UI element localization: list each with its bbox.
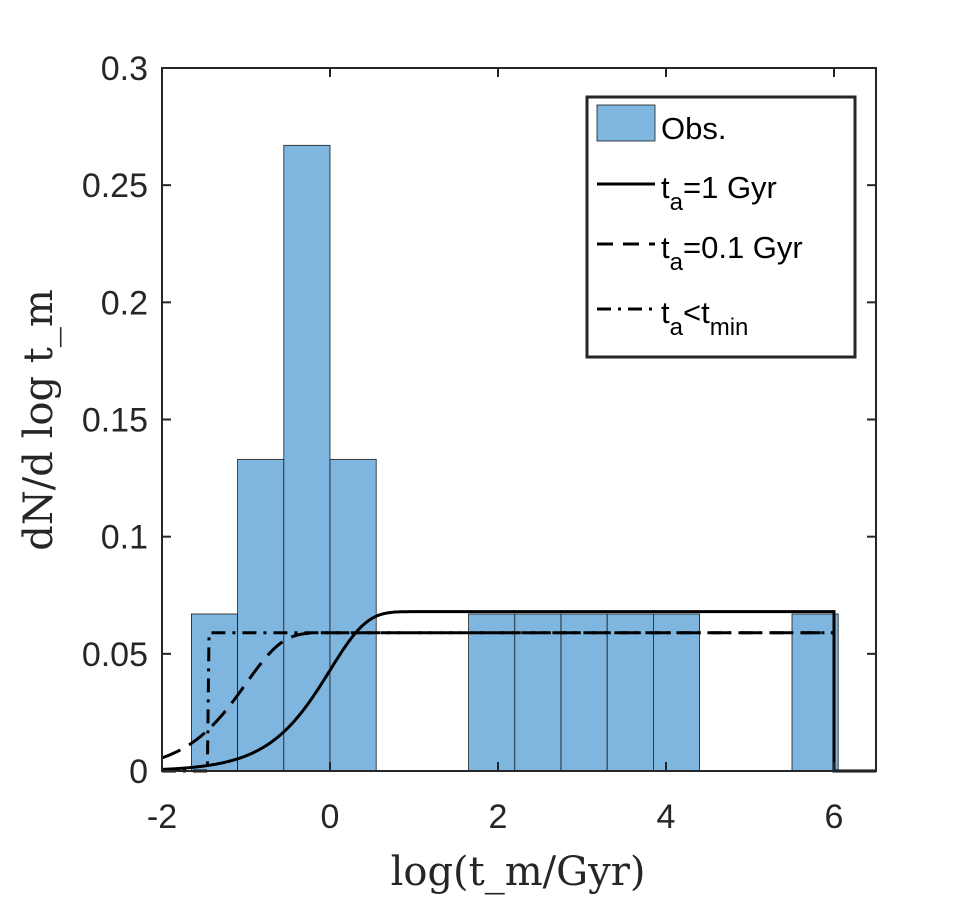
- y-axis-label: dN/d log t_m: [16, 289, 62, 551]
- legend-label: ta<tmin: [661, 295, 748, 341]
- model-curves: [161, 610, 876, 773]
- histogram-bar-3: [283, 144, 331, 772]
- legend-swatch-obs: [596, 104, 656, 142]
- x-axis-label: log(t_m/Gyr): [391, 849, 646, 895]
- histogram-bar-1: [190, 613, 238, 772]
- y-tick-label: 0.2: [101, 284, 148, 322]
- histogram-bar-8: [606, 613, 654, 772]
- histogram-bar-2: [237, 458, 285, 772]
- histogram-bars: [190, 144, 839, 772]
- y-tick-label: 0.05: [82, 636, 148, 674]
- y-tick-label: 0.25: [82, 167, 148, 205]
- axis-ticks: [161, 67, 876, 772]
- y-tick-label: 0.3: [101, 50, 148, 88]
- x-tick-label: -2: [147, 798, 177, 836]
- histogram-bar-4: [329, 458, 377, 772]
- y-tick-labels: 0 0.05 0.1 0.15 0.2 0.25 0.3: [82, 50, 148, 791]
- histogram-bar-10: [791, 613, 839, 772]
- x-tick-label: 2: [489, 798, 508, 836]
- histogram-bar-7: [560, 613, 608, 772]
- x-tick-labels: -2 0 2 4 6: [147, 798, 844, 836]
- legend: Obs. ta=1 Gyr ta=0.1 Gyr ta<tmin: [585, 95, 857, 359]
- legend-label: ta=0.1 Gyr: [661, 230, 803, 276]
- legend-label: Obs.: [661, 111, 726, 146]
- x-tick-label: 6: [825, 798, 844, 836]
- y-tick-label: 0.15: [82, 402, 148, 440]
- histogram-bar-5: [468, 613, 516, 772]
- histogram-bar-9: [653, 613, 701, 772]
- series-line-dashdot: [162, 631, 876, 773]
- y-tick-label: 0: [129, 753, 148, 791]
- series-line-dashed: [161, 631, 876, 773]
- x-tick-label: 0: [321, 798, 340, 836]
- histogram-bar-6: [514, 613, 562, 772]
- legend-label: ta=1 Gyr: [661, 170, 777, 216]
- series-line-solid: [161, 610, 876, 773]
- y-tick-label: 0.1: [101, 519, 148, 557]
- x-tick-label: 4: [657, 798, 676, 836]
